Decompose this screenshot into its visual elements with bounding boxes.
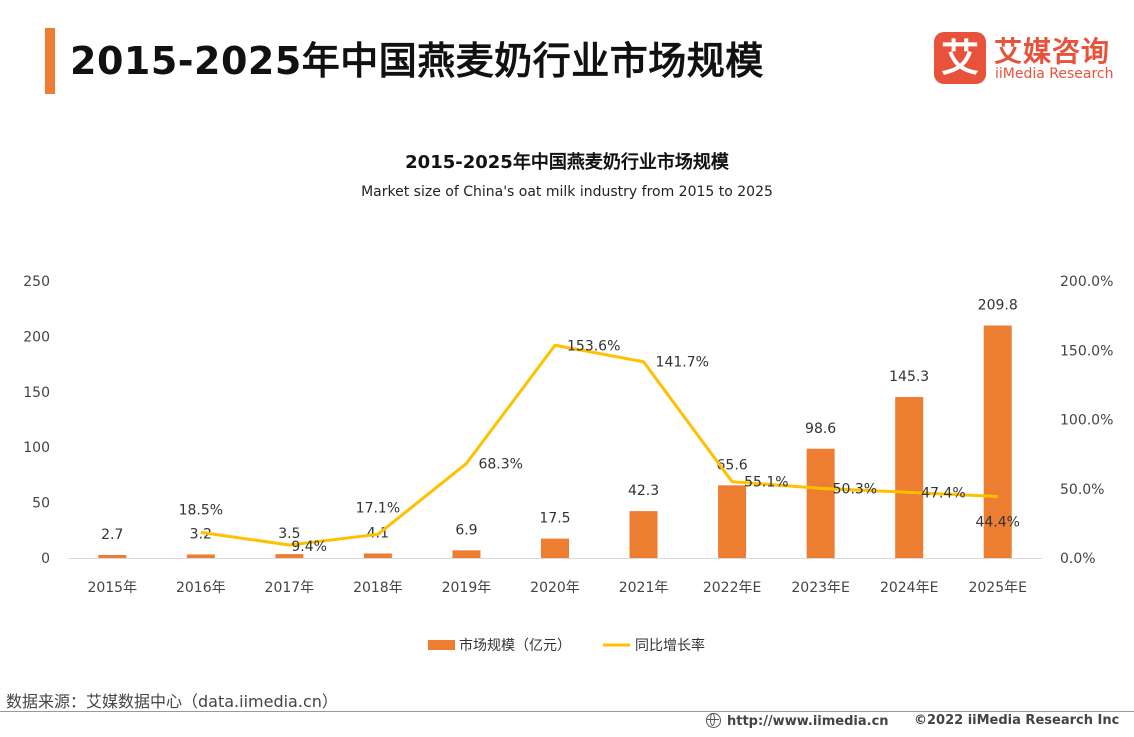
x-tick-label: 2018年	[353, 580, 403, 596]
logo-name-cn: 艾媒咨询	[994, 35, 1111, 68]
line-data-label: 50.3%	[833, 481, 877, 497]
bar-data-label: 98.6	[805, 421, 836, 437]
bar	[98, 555, 127, 558]
x-tick-label: 2015年	[87, 580, 137, 596]
x-tick-label: 2023年E	[791, 580, 849, 596]
combo-chart: 0 50 100 150 200 250 0.0% 50.0% 100.0% 150.0% 200…	[23, 274, 1113, 654]
x-tick-label: 2016年	[176, 580, 226, 596]
bar-data-label: 3.5	[278, 526, 300, 542]
line-data-label: 17.1%	[356, 500, 400, 516]
legend-line-label: 同比增长率	[635, 637, 705, 654]
y-right-tick-label: 100.0%	[1060, 413, 1113, 429]
bar-data-label: 145.3	[889, 369, 929, 385]
bar	[541, 538, 569, 558]
y-left-tick-label: 100	[23, 440, 50, 456]
bar	[718, 485, 747, 558]
line-data-label: 9.4%	[291, 539, 327, 555]
line-data-label: 68.3%	[478, 456, 522, 472]
data-source: 数据来源：艾媒数据中心（data.iimedia.cn）	[6, 692, 338, 711]
y-left-tick-label: 250	[23, 274, 50, 290]
bar	[452, 550, 481, 558]
globe-icon	[706, 713, 721, 728]
line-data-label: 18.5%	[179, 502, 223, 518]
footer-url-link[interactable]: http://www.iimedia.cn	[706, 713, 889, 729]
y-right-tick-label: 50.0%	[1060, 482, 1104, 498]
chart-subtitle: Market size of China's oat milk industry…	[361, 184, 773, 200]
footer-copyright: ©2022 iiMedia Research Inc	[914, 713, 1120, 728]
chart-title: 2015-2025年中国燕麦奶行业市场规模	[405, 152, 729, 173]
logo-mark-icon: 艾	[934, 32, 986, 84]
bar	[186, 554, 215, 558]
x-tick-label: 2019年	[442, 580, 492, 596]
y-left-tick-label: 200	[23, 329, 50, 345]
y-right-tick-label: 150.0%	[1060, 343, 1113, 359]
bar-data-label: 6.9	[455, 522, 477, 538]
bar	[363, 553, 392, 558]
bar-data-label: 17.5	[539, 511, 570, 527]
bar	[983, 325, 1012, 558]
line-data-label: 55.1%	[744, 475, 788, 491]
logo-name-en: iiMedia Research	[995, 66, 1114, 82]
bar-data-label: 209.8	[978, 298, 1018, 314]
bar-data-label: 3.2	[190, 526, 212, 542]
line-data-label: 44.4%	[975, 515, 1019, 531]
bar-data-label: 42.3	[628, 483, 659, 499]
line-data-label: 141.7%	[656, 355, 709, 371]
line-data-label: 153.6%	[567, 338, 620, 354]
y-left-tick-label: 50	[32, 496, 50, 512]
x-tick-label: 2021年	[619, 580, 669, 596]
growth-rate-line	[200, 343, 998, 547]
footer-url-text: http://www.iimedia.cn	[727, 714, 889, 729]
bar	[895, 397, 924, 558]
footer-divider	[0, 711, 1134, 712]
bar	[275, 554, 304, 558]
y-left-tick-label: 150	[23, 385, 50, 401]
title-accent-bar	[45, 28, 55, 94]
y-left-tick-label: 0	[41, 551, 50, 567]
y-right-tick-label: 0.0%	[1060, 551, 1096, 567]
brand-logo[interactable]: 艾 艾媒咨询 iiMedia Research	[934, 32, 1124, 84]
x-tick-label: 2017年	[265, 580, 315, 596]
bar	[806, 448, 835, 558]
y-right-tick-label: 200.0%	[1060, 274, 1113, 290]
x-tick-label: 2022年E	[703, 580, 761, 596]
legend-bar-swatch	[428, 640, 455, 650]
bar	[629, 511, 658, 558]
bar-data-label: 2.7	[101, 527, 123, 543]
x-tick-label: 2025年E	[968, 580, 1026, 596]
x-tick-label: 2024年E	[880, 580, 938, 596]
line-data-label: 47.4%	[921, 485, 965, 501]
page-title: 2015-2025年中国燕麦奶行业市场规模	[70, 39, 764, 83]
legend-bar-label: 市场规模（亿元）	[459, 637, 571, 654]
x-tick-label: 2020年	[530, 580, 580, 596]
